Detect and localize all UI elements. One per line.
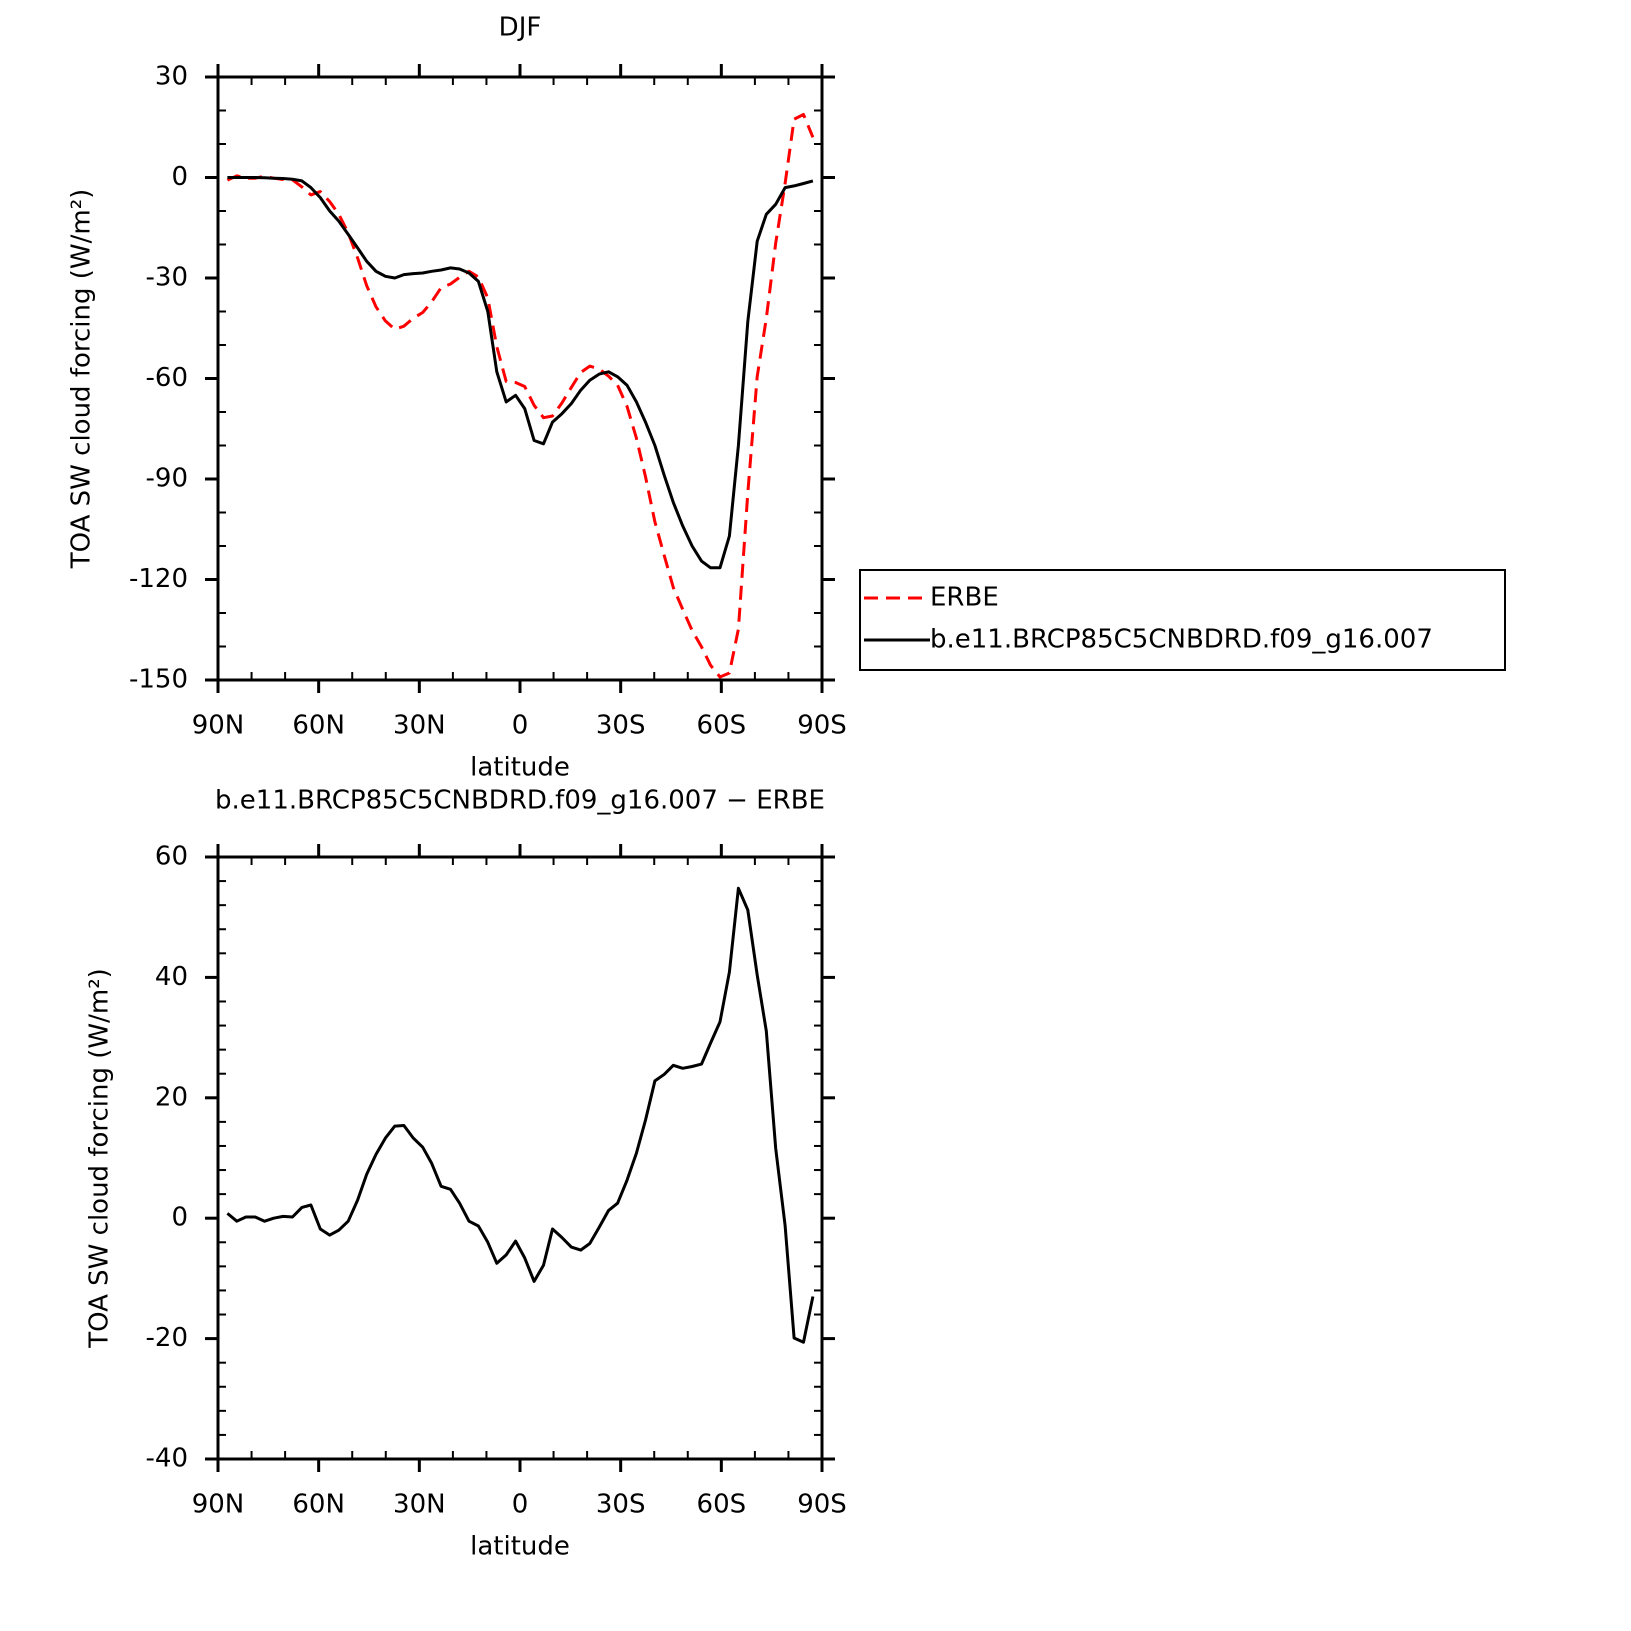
x-tick-label: 30S [596, 711, 646, 741]
series-line [227, 176, 814, 570]
y-tick-label: -150 [129, 665, 188, 695]
x-tick-label: 90S [797, 1490, 847, 1520]
y-axis-label: TOA SW cloud forcing (W/m²) [67, 189, 97, 570]
y-tick-label: -60 [146, 363, 188, 393]
y-tick-label: 30 [155, 62, 188, 92]
x-tick-label: 90N [192, 1490, 245, 1520]
x-tick-label: 60N [292, 1490, 345, 1520]
y-tick-label: 0 [171, 162, 188, 192]
x-tick-label: 0 [512, 1490, 529, 1520]
x-tick-label: 30N [393, 1490, 446, 1520]
x-tick-label: 90N [192, 711, 245, 741]
x-tick-label: 60N [292, 711, 345, 741]
x-tick-label: 60S [697, 1490, 747, 1520]
x-tick-label: 0 [512, 711, 529, 741]
series-line [226, 886, 815, 1344]
x-tick-label: 60S [697, 711, 747, 741]
y-tick-label: 60 [155, 842, 188, 872]
plot-frame [216, 75, 824, 682]
y-tick-label: -20 [146, 1323, 188, 1353]
y-tick-label: -120 [129, 564, 188, 594]
legend-label: ERBE [930, 583, 999, 613]
x-tick-label: 30S [596, 1490, 646, 1520]
series-line [226, 113, 815, 679]
y-tick-label: 40 [155, 962, 188, 992]
plot-frame [216, 855, 824, 1461]
y-tick-label: -40 [146, 1444, 188, 1474]
y-tick-label: -30 [146, 263, 188, 293]
x-axis-label: latitude [470, 753, 570, 783]
x-tick-label: 30N [393, 711, 446, 741]
x-axis-label: latitude [470, 1532, 570, 1562]
x-tick-label: 90S [797, 711, 847, 741]
y-tick-label: 0 [171, 1203, 188, 1233]
chart-title: b.e11.BRCP85C5CNBDRD.f09_g16.007 − ERBE [215, 786, 825, 816]
y-axis-label: TOA SW cloud forcing (W/m²) [85, 968, 115, 1349]
y-tick-label: -90 [146, 464, 188, 494]
chart-title: DJF [499, 13, 542, 43]
legend-label: b.e11.BRCP85C5CNBDRD.f09_g16.007 [930, 625, 1433, 655]
y-tick-label: 20 [155, 1082, 188, 1112]
legend-box [859, 569, 1506, 671]
